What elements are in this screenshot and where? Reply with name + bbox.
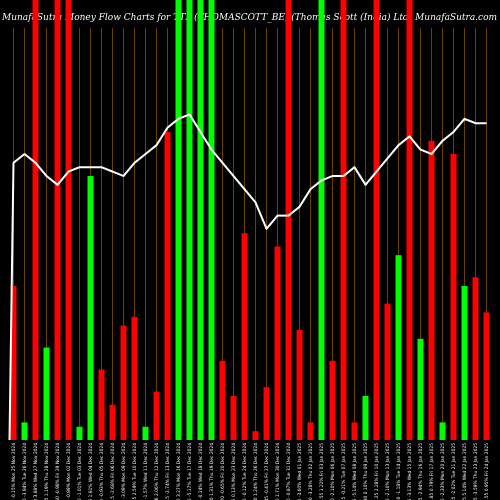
bar-tue-31-dec-2024 (285, 0, 292, 440)
bar-mon-02-dec-2024 (65, 0, 72, 440)
x-tick-label: 434.30 -2.10% Mon 06 Jan 2025 (330, 443, 336, 500)
bar-tue-10-dec-2024 (131, 316, 138, 440)
bar-wed-18-dec-2024 (197, 0, 204, 440)
x-tick-label: 415.30 0.10% Thu 09 Jan 2025 (363, 443, 369, 500)
x-tick-label: 456.25 0.13% Mon 23 Dec 2024 (231, 443, 237, 500)
x-tick-label: 445.55 1.22% Fri 03 Jan 2025 (319, 443, 325, 500)
x-tick-label: 465.00 1.71% Mon 30 Dec 2024 (275, 443, 281, 500)
bar-thu-09-jan-2025 (362, 396, 369, 440)
bar-tue-26-nov-2024 (21, 422, 28, 440)
x-tick-label: 439.75 1.19% Thu 28 Nov 2024 (44, 443, 50, 500)
x-tick-labels: 344.55 0.95% Fri 24 Jan 2025 330.45 -3.59… (11, 443, 490, 500)
bar-mon-25-nov-2024 (10, 286, 17, 440)
bar-thu-23-jan-2025 (472, 277, 479, 440)
bars (10, 0, 490, 441)
x-tick-label: 344.55 0.95% Fri 24 Jan 2025 (484, 443, 490, 500)
x-tick-label: 360.85 0.79% Fri 17 Jan 2025 (429, 443, 435, 500)
x-tick-label: 425.50 -3.09% Mon 09 Dec 2024 (121, 443, 127, 500)
bar-tue-03-dec-2024 (76, 426, 83, 440)
x-tick-label: 439.40 -1.57% Wed 11 Dec 2024 (143, 443, 149, 500)
bar-mon-23-dec-2024 (230, 396, 237, 440)
x-tick-label: 330.45 -3.59% Thu 23 Jan 2025 (473, 443, 479, 500)
price-line-layer (8, 113, 487, 441)
x-tick-label: 343.55 5.14% Wed 22 Jan 2025 (462, 443, 468, 500)
bar-thu-26-dec-2024 (252, 431, 259, 440)
bar-wed-01-jan-2025 (296, 330, 303, 440)
x-tick-label: 457.90 1.31% Thu 19 Dec 2024 (209, 443, 215, 500)
x-tick-label: 440.40 -0.89% Mon 02 Dec 2024 (66, 443, 72, 500)
x-tick-label: 458.70 -3.28% Thu 02 Jan 2025 (308, 443, 314, 500)
grid-lines (13, 28, 487, 440)
bar-fri-27-dec-2024 (263, 387, 270, 440)
bar-wed-08-jan-2025 (351, 422, 358, 440)
bar-wed-22-jan-2025 (461, 286, 468, 440)
x-tick-label: 431.15 -2.68% Fri 06 Dec 2024 (110, 443, 116, 500)
bar-mon-09-dec-2024 (120, 325, 127, 440)
x-tick-label: 471.16 2.06% Thu 12 Dec 2024 (154, 443, 160, 500)
bar-fri-17-jan-2025 (428, 140, 435, 441)
x-tick-label: 387.50 -1.18% Tue 14 Jan 2025 (396, 443, 402, 500)
x-tick-label: 398.55 -2.10% Mon 13 Jan 2025 (385, 443, 391, 500)
x-tick-label: 456.35 -0.15% Mon 25 Nov 2024 (11, 443, 17, 500)
x-tick-label: 356.15 -2.33% Mon 20 Jan 2025 (440, 443, 446, 500)
x-tick-label: 470.00 -3.60% Wed 01 Jan 2025 (297, 443, 303, 500)
x-tick-label: 436.60 -3.94% Tue 26 Nov 2024 (22, 443, 28, 500)
bar-tue-14-jan-2025 (395, 255, 402, 440)
bar-fri-06-dec-2024 (109, 404, 116, 440)
x-tick-label: 440.50 3.27% Mon 16 Dec 2024 (176, 443, 182, 500)
bar-tue-07-jan-2025 (340, 0, 347, 440)
price-line (8, 113, 487, 441)
bar-thu-12-dec-2024 (153, 391, 160, 440)
bar-tue-21-jan-2025 (450, 154, 457, 440)
x-tick-label: 431.25 2.59% Tue 10 Dec 2024 (132, 443, 138, 500)
bar-thu-16-jan-2025 (417, 338, 424, 440)
bar-thu-19-dec-2024 (208, 0, 215, 440)
bar-wed-27-nov-2024 (32, 0, 39, 440)
x-tick-label: 425.40 -1.01% Tue 03 Dec 2024 (77, 443, 83, 500)
x-tick-label: 479.45 -0.41% Fri 27 Dec 2024 (264, 443, 270, 500)
bar-fri-29-nov-2024 (54, 0, 61, 440)
bar-fri-20-dec-2024 (219, 360, 226, 440)
x-tick-label: 429.95 1.81% Wed 04 Dec 2024 (88, 443, 94, 500)
bar-mon-06-jan-2025 (329, 360, 336, 440)
x-tick-label: 425.55 -5.14% Wed 08 Jan 2025 (352, 443, 358, 500)
bar-tue-17-dec-2024 (186, 0, 193, 440)
x-tick-label: 425.30 -0.93% Thu 05 Dec 2024 (99, 443, 105, 500)
x-tick-label: 445.15 -2.74% Fri 13 Dec 2024 (165, 443, 171, 500)
x-tick-label: 445.00 -0.24% Wed 18 Dec 2024 (198, 443, 204, 500)
bar-fri-24-jan-2025 (483, 312, 490, 440)
bar-thu-02-jan-2025 (307, 422, 314, 440)
bar-wed-15-jan-2025 (406, 0, 413, 440)
x-tick-label: 380.35 -3.13% Wed 15 Jan 2025 (407, 443, 413, 500)
bar-thu-05-dec-2024 (98, 369, 105, 440)
bar-fri-13-dec-2024 (164, 132, 171, 440)
bar-mon-13-jan-2025 (384, 303, 391, 440)
bar-fri-03-jan-2025 (318, 0, 325, 440)
bar-wed-11-dec-2024 (142, 426, 149, 440)
bar-mon-20-jan-2025 (439, 422, 446, 440)
x-tick-label: 350.35 -2.02% Tue 21 Jan 2025 (451, 443, 457, 500)
x-tick-label: 459.80 1.24% Thu 26 Dec 2024 (253, 443, 259, 500)
x-tick-label: 399.25 2.28% Fri 10 Jan 2025 (374, 443, 380, 500)
x-tick-label: 434.50 -0.98% Fri 29 Nov 2024 (55, 443, 61, 500)
bar-fri-10-jan-2025 (373, 0, 380, 440)
bar-mon-30-dec-2024 (274, 246, 281, 440)
x-tick-label: 474.10 -0.87% Tue 31 Dec 2024 (286, 443, 292, 500)
chart-title: MunafaSutra Money Flow Charts for TTL (T… (1, 12, 497, 23)
x-tick-label: 461.20 -0.65% Fri 20 Dec 2024 (220, 443, 226, 500)
bar-tue-24-dec-2024 (241, 233, 248, 440)
bar-thu-28-nov-2024 (43, 347, 50, 440)
x-tick-label: 424.45 -0.21% Tue 07 Jan 2025 (341, 443, 347, 500)
bar-mon-16-dec-2024 (175, 0, 182, 440)
x-tick-label: 425.00 3.88% Wed 27 Nov 2024 (33, 443, 39, 500)
x-tick-label: 370.85 -2.94% Thu 16 Jan 2025 (418, 443, 424, 500)
bar-wed-04-dec-2024 (87, 176, 94, 440)
x-tick-label: 466.35 -0.12% Tue 24 Dec 2024 (242, 443, 248, 500)
x-tick-label: 426.55 -5.17% Tue 17 Dec 2024 (187, 443, 193, 500)
